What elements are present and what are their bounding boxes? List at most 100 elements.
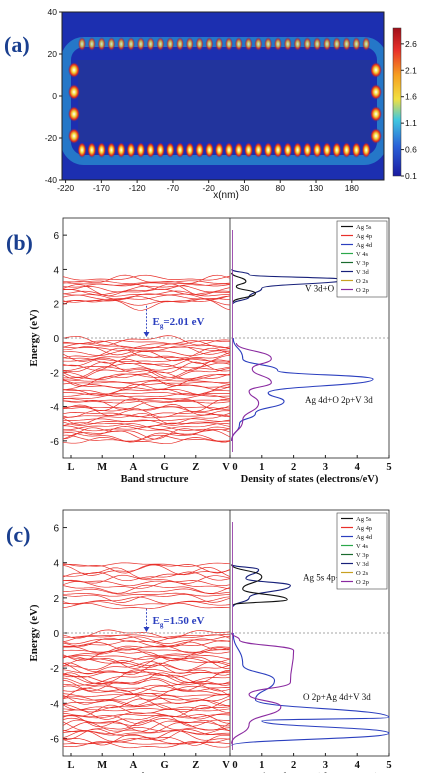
kpoint-label: V <box>222 760 230 771</box>
hotspot-bottom <box>214 142 224 158</box>
band-line <box>62 419 231 426</box>
colorbar-tick-label: 0.6 <box>405 145 417 155</box>
legend-entry: O 2s <box>356 278 369 285</box>
legend-entry: Ag 5s <box>356 516 372 523</box>
band-line <box>62 400 231 404</box>
band-line <box>62 340 231 349</box>
band-line <box>62 412 231 418</box>
hotspot-bottom <box>234 142 244 158</box>
band-line <box>62 354 231 364</box>
legend-entry: Ag 4p <box>356 525 372 532</box>
hotspot-top <box>78 37 86 51</box>
hotspot-bottom <box>361 142 371 158</box>
hotspot-bottom <box>126 142 136 158</box>
legend-entry: V 4s <box>356 251 368 258</box>
hotspot-top <box>107 37 116 51</box>
band-line <box>62 349 231 357</box>
hotspot-top <box>205 37 214 51</box>
band-line <box>62 580 231 587</box>
hotspot-bottom <box>302 142 312 158</box>
hotspot-top <box>156 37 165 51</box>
band-line <box>62 371 231 380</box>
band-line <box>62 274 231 281</box>
band-line <box>62 673 231 684</box>
hotspot-top <box>303 37 312 51</box>
colorbar-ticks: 2.6 2.1 1.6 1.1 0.6 0.1 <box>401 39 417 181</box>
band-line <box>62 584 231 594</box>
dos-curve-ag-4d <box>231 337 374 441</box>
dos-legend: Ag 5s Ag 4p Ag 4d V 4s V 3p V 3d O 2s O 2p <box>336 512 388 590</box>
band-line <box>62 726 231 735</box>
band-line <box>62 407 231 418</box>
kpoint-label: V <box>222 462 230 473</box>
band-line <box>63 373 231 381</box>
band-line <box>62 436 231 445</box>
hotspot-top <box>127 37 135 51</box>
band-line <box>62 380 231 391</box>
legend-entry: O 2s <box>356 570 369 577</box>
colorbar-tick-label: 0.1 <box>405 171 417 181</box>
band-line <box>63 280 231 285</box>
band-line <box>62 650 231 662</box>
hotspot-bottom <box>273 142 283 158</box>
hotspot-bottom <box>342 142 352 158</box>
hotspot-top <box>264 37 273 51</box>
dos-tick-label: 1 <box>259 462 264 473</box>
hotspot-bottom <box>263 142 273 158</box>
band-line <box>62 346 231 351</box>
band-axis-label: Band structure <box>121 474 189 485</box>
band-line <box>62 298 231 306</box>
energy-tick-label: 2 <box>53 594 59 605</box>
band-line <box>62 708 231 712</box>
hotspot-bottom <box>175 142 185 158</box>
band-line <box>62 581 231 590</box>
hotspot-top <box>342 37 351 51</box>
band-line <box>62 672 231 686</box>
dos-curve-o-2p <box>231 632 295 744</box>
band-line <box>62 285 231 293</box>
band-line <box>62 388 231 396</box>
band-line <box>62 602 231 609</box>
hotspot-bottom <box>165 142 175 158</box>
band-line <box>62 655 231 664</box>
band-line <box>63 393 230 398</box>
heatmap-ytick-label: 0 <box>52 91 57 101</box>
dos-curve-ag-4d <box>231 632 390 746</box>
band-line <box>62 592 231 597</box>
hotspot-bottom <box>293 142 303 158</box>
band-line <box>62 703 231 713</box>
hotspot-bottom <box>146 142 156 158</box>
band-line <box>62 637 231 647</box>
energy-tick-label: 6 <box>53 524 59 535</box>
band-line <box>62 685 231 695</box>
hotspot-left <box>68 106 80 122</box>
legend-entry: V 3p <box>356 552 369 559</box>
dos-tick-label: 5 <box>386 760 391 771</box>
band-line <box>62 679 231 692</box>
heatmap-inner-region <box>78 60 370 142</box>
dos-annotation: O 2p+Ag 4d+V 3d <box>303 692 371 702</box>
band-line <box>62 574 231 584</box>
band-line <box>63 397 231 402</box>
band-line <box>62 282 231 287</box>
hotspot-top <box>215 37 224 51</box>
hotspot-bottom <box>87 142 97 158</box>
dos-tick-label: 1 <box>259 760 264 771</box>
heatmap-axes: -220 -170 -120 -70 -20 30 80 130 180 -40 -20 0 20 40 <box>45 7 359 193</box>
band-line <box>62 629 231 639</box>
hotspot-top <box>283 37 292 51</box>
hotspot-top <box>323 37 331 51</box>
gap-symbol: E <box>153 615 160 627</box>
hotspot-bottom <box>224 142 234 158</box>
band-line <box>62 422 231 431</box>
heatmap-ytick-label: 20 <box>48 49 58 59</box>
dos-tick-label: 0 <box>232 760 237 771</box>
band-line <box>62 412 231 425</box>
heatmap-ytick-label: 40 <box>48 7 58 17</box>
hotspot-top <box>254 37 263 51</box>
kpoint-label: L <box>67 760 74 771</box>
heatmap-xtick-label: -20 <box>203 183 216 193</box>
legend-entry: V 4s <box>356 543 368 550</box>
band-line <box>62 350 231 362</box>
